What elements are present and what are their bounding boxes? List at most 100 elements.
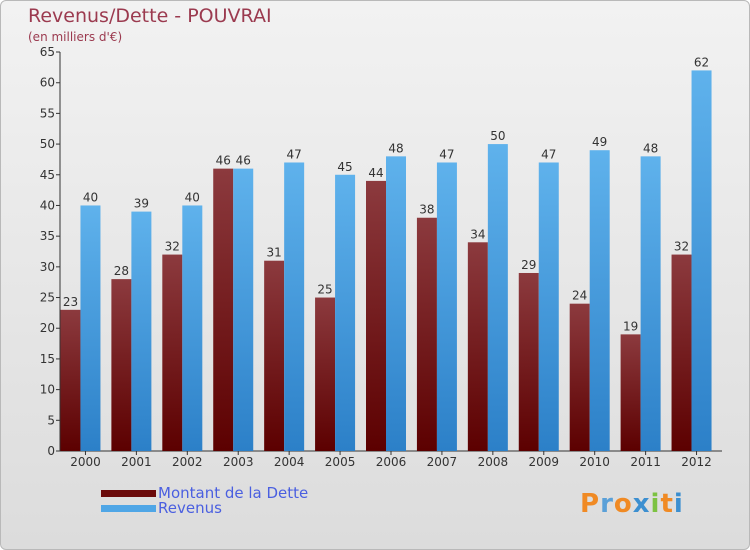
bar-revenus-2001 (131, 211, 152, 451)
x-tick-label: 2012 (681, 455, 712, 469)
bar-revenus-2008 (487, 144, 508, 452)
axes: 0 5 10 15 20 25 30 35 40 45 50 55 60 65 2000 2001 2002 20… (40, 45, 722, 469)
y-tick-label: 15 (40, 352, 55, 366)
bar-montant-de-la-dette-2009 (518, 272, 539, 451)
bar-montant-de-la-dette-2000 (60, 309, 81, 451)
data-label-revenus-2000: 40 (83, 190, 98, 204)
legend-swatch-revenus (101, 505, 156, 512)
data-label-montant-de-la-dette-2010: 24 (572, 289, 587, 303)
legend-swatch-debt (101, 490, 156, 497)
x-tick-label: 2007 (427, 455, 458, 469)
data-label-revenus-2007: 47 (439, 147, 454, 161)
bar-montant-de-la-dette-2003 (213, 168, 234, 451)
bar-montant-de-la-dette-2001 (111, 279, 132, 451)
data-label-revenus-2012: 62 (694, 55, 709, 69)
y-tick-label: 60 (40, 76, 55, 90)
y-tick-label: 55 (40, 106, 55, 120)
bar-revenus-2012 (691, 70, 712, 452)
data-label-revenus-2008: 50 (490, 129, 505, 143)
y-tick-label: 50 (40, 137, 55, 151)
bar-revenus-2006 (386, 156, 406, 451)
bar-montant-de-la-dette-2010 (569, 303, 590, 451)
x-tick-label: 2008 (478, 455, 509, 469)
chart-title: Revenus/Dette - POUVRAI (28, 5, 272, 27)
legend-label-revenus: Revenus (158, 499, 222, 517)
bar-montant-de-la-dette-2008 (467, 242, 488, 451)
data-label-montant-de-la-dette-2011: 19 (623, 319, 638, 333)
y-tick-label: 45 (40, 168, 55, 182)
data-label-montant-de-la-dette-2012: 32 (674, 240, 689, 254)
bars (60, 70, 712, 452)
bar-revenus-2000 (80, 205, 101, 451)
logo-letter: x (632, 489, 651, 519)
bar-revenus-2010 (589, 150, 610, 451)
bar-montant-de-la-dette-2007 (416, 217, 437, 451)
bar-montant-de-la-dette-2002 (162, 254, 183, 451)
data-label-revenus-2006: 48 (388, 141, 403, 155)
data-label-montant-de-la-dette-2004: 31 (267, 246, 282, 260)
y-tick-label: 30 (40, 260, 55, 274)
data-label-montant-de-la-dette-2009: 29 (521, 258, 536, 272)
legend-item-revenus: Revenus (101, 501, 308, 516)
bar-revenus-2005 (335, 174, 356, 451)
chart-subtitle: (en milliers d'€) (28, 30, 123, 44)
data-label-revenus-2002: 40 (185, 190, 200, 204)
bar-montant-de-la-dette-2011 (620, 334, 641, 451)
x-tick-label: 2004 (274, 455, 305, 469)
data-label-revenus-2005: 45 (337, 160, 352, 174)
legend: Montant de la Dette Revenus (101, 486, 308, 516)
data-label-montant-de-la-dette-2002: 32 (165, 240, 180, 254)
x-tick-label: 2001 (121, 455, 152, 469)
legend-item-debt: Montant de la Dette (101, 486, 308, 501)
x-tick-label: 2010 (579, 455, 610, 469)
x-tick-label: 2005 (325, 455, 356, 469)
y-tick-label: 65 (40, 45, 55, 59)
x-tick-label: 2009 (528, 455, 559, 469)
x-tick-label: 2000 (70, 455, 101, 469)
y-tick-label: 5 (47, 413, 55, 427)
data-label-montant-de-la-dette-2006: 44 (368, 166, 383, 180)
y-tick-label: 10 (40, 383, 55, 397)
y-tick-label: 40 (40, 198, 55, 212)
logo-letter: o (613, 489, 633, 519)
bar-montant-de-la-dette-2012 (671, 254, 692, 451)
bar-revenus-2003 (233, 168, 254, 451)
bar-montant-de-la-dette-2005 (315, 297, 336, 451)
bar-montant-de-la-dette-2004 (264, 260, 285, 451)
proxiti-logo: Proxiti (580, 489, 684, 519)
data-label-montant-de-la-dette-2005: 25 (317, 283, 332, 297)
data-label-revenus-2010: 49 (592, 135, 607, 149)
data-label-revenus-2003: 46 (236, 154, 251, 168)
logo-letter: t (660, 489, 674, 519)
bar-revenus-2004 (284, 162, 305, 451)
bar-revenus-2002 (182, 205, 203, 451)
x-tick-label: 2011 (630, 455, 661, 469)
bar-revenus-2009 (538, 162, 559, 451)
x-tick-label: 2006 (376, 455, 407, 469)
data-label-revenus-2004: 47 (287, 147, 302, 161)
bar-revenus-2011 (640, 156, 661, 451)
data-label-revenus-2009: 47 (541, 147, 556, 161)
y-tick-label: 25 (40, 291, 55, 305)
x-tick-label: 2002 (172, 455, 203, 469)
logo-letter: P (580, 489, 601, 519)
logo-letter: i (673, 489, 684, 519)
data-label-montant-de-la-dette-2003: 46 (216, 154, 231, 168)
data-label-montant-de-la-dette-2007: 38 (419, 203, 434, 217)
data-label-montant-de-la-dette-2001: 28 (114, 264, 129, 278)
bar-montant-de-la-dette-2006 (366, 180, 386, 451)
y-tick-label: 0 (47, 444, 55, 458)
data-label-revenus-2001: 39 (134, 197, 149, 211)
data-label-montant-de-la-dette-2000: 23 (63, 295, 78, 309)
data-label-montant-de-la-dette-2008: 34 (470, 227, 485, 241)
logo-letter: i (650, 489, 661, 519)
y-tick-label: 20 (40, 321, 55, 335)
bar-revenus-2007 (436, 162, 457, 451)
y-tick-label: 35 (40, 229, 55, 243)
logo-letter: r (600, 489, 614, 519)
data-labels: 23 40 28 39 32 40 46 46 31 47 25 45 44 48 38 47 34 50 29 47… (63, 55, 709, 333)
data-label-revenus-2011: 48 (643, 141, 658, 155)
legend-label-debt: Montant de la Dette (158, 484, 309, 502)
